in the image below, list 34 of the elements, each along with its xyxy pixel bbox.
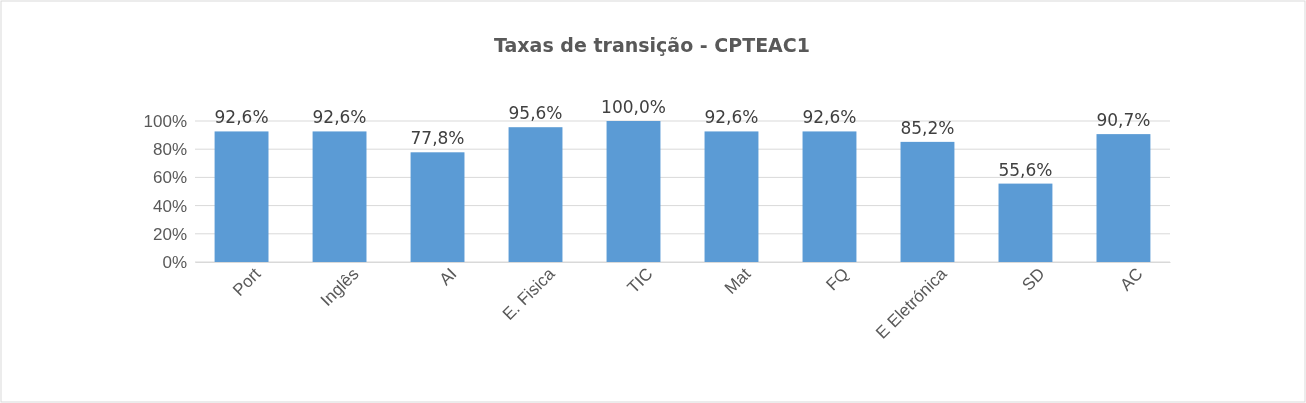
data-label: 95,6% bbox=[508, 103, 563, 124]
x-tick-label: SD bbox=[1018, 264, 1049, 295]
data-label: 85,2% bbox=[900, 117, 955, 138]
y-tick-label: 40% bbox=[152, 196, 187, 216]
data-label: 92,6% bbox=[214, 107, 269, 128]
data-label: 92,6% bbox=[802, 107, 857, 128]
bar bbox=[998, 183, 1053, 262]
x-tick-label: TIC bbox=[623, 264, 657, 298]
data-label: 92,6% bbox=[312, 107, 367, 128]
y-tick-label: 0% bbox=[162, 252, 187, 272]
x-tick-label: FQ bbox=[822, 264, 853, 295]
y-tick-label: 60% bbox=[152, 168, 187, 188]
data-label: 100,0% bbox=[601, 97, 666, 117]
x-tick-label: AC bbox=[1116, 264, 1147, 295]
y-tick-label: 80% bbox=[152, 140, 187, 160]
data-label: 55,6% bbox=[998, 159, 1053, 180]
x-tick-label: Mat bbox=[721, 264, 755, 298]
data-label: 92,6% bbox=[704, 107, 759, 128]
bar bbox=[410, 152, 465, 262]
bar bbox=[312, 131, 367, 262]
bar bbox=[214, 131, 269, 262]
y-tick-label: 100% bbox=[143, 111, 187, 131]
x-tick-label: AI bbox=[435, 264, 461, 290]
data-label: 77,8% bbox=[410, 128, 465, 149]
bar bbox=[802, 131, 857, 262]
bar bbox=[900, 141, 955, 262]
bar bbox=[1096, 134, 1151, 262]
y-tick-label: 20% bbox=[152, 224, 187, 244]
bar bbox=[704, 131, 759, 262]
bar bbox=[508, 127, 563, 262]
x-tick-label: Port bbox=[229, 264, 265, 300]
data-label: 90,7% bbox=[1096, 110, 1151, 131]
chart-title: Taxas de transição - CPTEAC1 bbox=[494, 34, 810, 56]
bar bbox=[606, 121, 661, 262]
